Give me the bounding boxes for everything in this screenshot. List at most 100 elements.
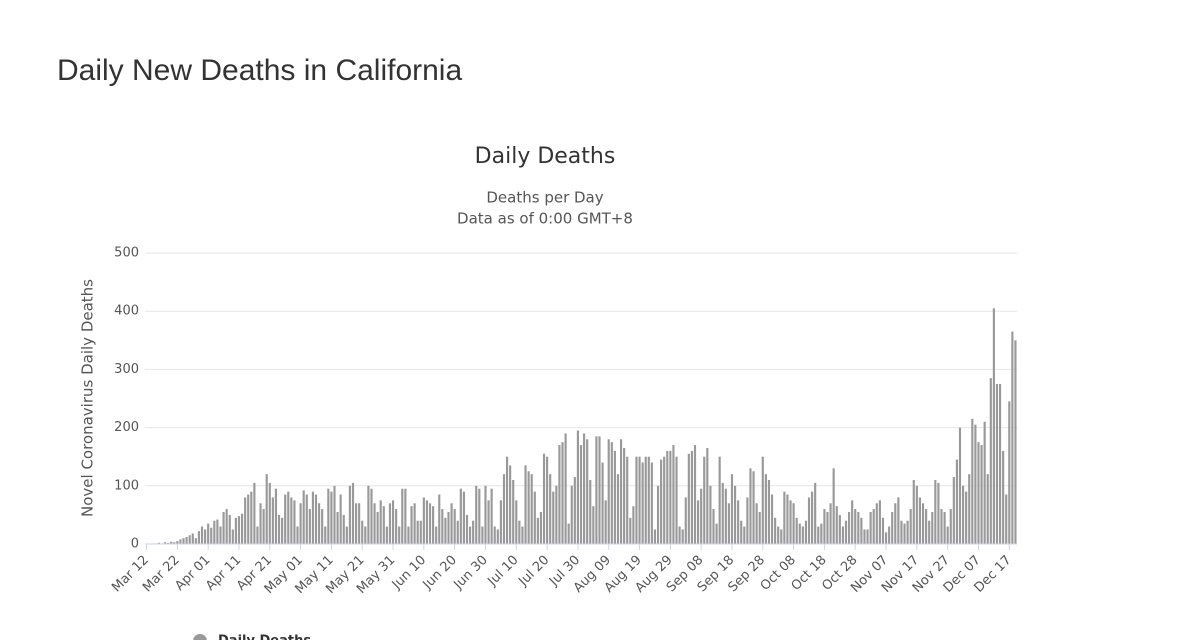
bar [388,503,392,544]
bar [370,488,373,544]
bar [1014,340,1017,544]
bar [653,529,657,544]
bar [234,517,237,544]
bar [971,418,974,544]
bar [687,453,690,544]
bar [693,445,697,544]
bar [604,500,607,544]
bar [783,491,786,544]
bar [804,520,808,544]
bar [546,456,549,544]
bar [404,488,407,544]
bar [496,529,499,544]
bar [521,526,524,544]
bar [937,482,940,544]
bar [354,503,358,544]
bar [826,511,829,544]
bar [225,509,228,544]
bar [407,526,410,544]
bar [678,526,681,544]
bar [182,538,185,544]
bar [863,529,866,544]
y-tick-label: 300 [114,362,139,377]
bar [589,479,592,544]
bar [869,511,872,544]
x-tick-label: Jun 10 [389,553,429,593]
bar [998,383,1002,544]
bar [780,529,783,544]
bar [841,526,844,544]
bar [767,479,771,544]
bar [650,462,653,544]
bar [167,542,170,544]
bar [302,490,305,544]
x-tick-label: Jul 20 [515,553,552,590]
bar [730,474,734,544]
bar [965,491,968,544]
bar [623,447,626,544]
bar [946,526,949,544]
bar [422,497,425,544]
bar [447,511,450,544]
bar [958,427,962,544]
bar [558,445,561,544]
bar [955,459,958,544]
bar [838,514,841,544]
bar [638,456,641,544]
bar [542,453,546,544]
bar [894,503,897,544]
bar [237,516,241,544]
bar [197,531,201,544]
bar [875,503,878,544]
bar [453,509,456,544]
bar [428,503,432,544]
bar [185,537,188,544]
bar [401,488,404,544]
bar [872,509,875,544]
y-axis-label: Novel Coronavirus Daily Deaths [79,279,97,517]
bar [444,517,447,544]
bar [222,511,225,544]
bar [576,430,579,544]
bar [792,503,795,544]
bar [413,503,416,544]
bar [373,503,376,544]
bar [909,509,912,544]
bar [817,526,820,544]
bar [530,474,533,544]
bar [345,526,348,544]
bar [878,500,881,544]
x-tick-label: Jun 30 [450,553,490,593]
bar [524,465,527,544]
bar [410,506,413,544]
bar [250,491,253,544]
bar [644,456,647,544]
bar [900,520,903,544]
bar [703,456,706,544]
bar [635,456,638,544]
bar [656,485,660,544]
bar [256,526,259,544]
bar [918,497,922,544]
bar [284,494,287,544]
bar [293,500,296,544]
bar [398,526,401,544]
bar [339,494,342,544]
bar [555,485,558,544]
bar [333,485,336,544]
bar [647,456,650,544]
bar [518,520,521,544]
bar [857,511,860,544]
legend-marker [193,634,207,644]
bar [311,491,315,544]
bar [626,456,629,544]
bar [200,526,204,544]
bar [244,497,247,544]
bar [607,439,610,544]
y-tick-label: 400 [114,304,139,319]
bar [1002,450,1005,544]
bar [330,491,333,544]
bar [798,523,801,544]
bar [188,535,191,544]
bar [968,474,971,544]
